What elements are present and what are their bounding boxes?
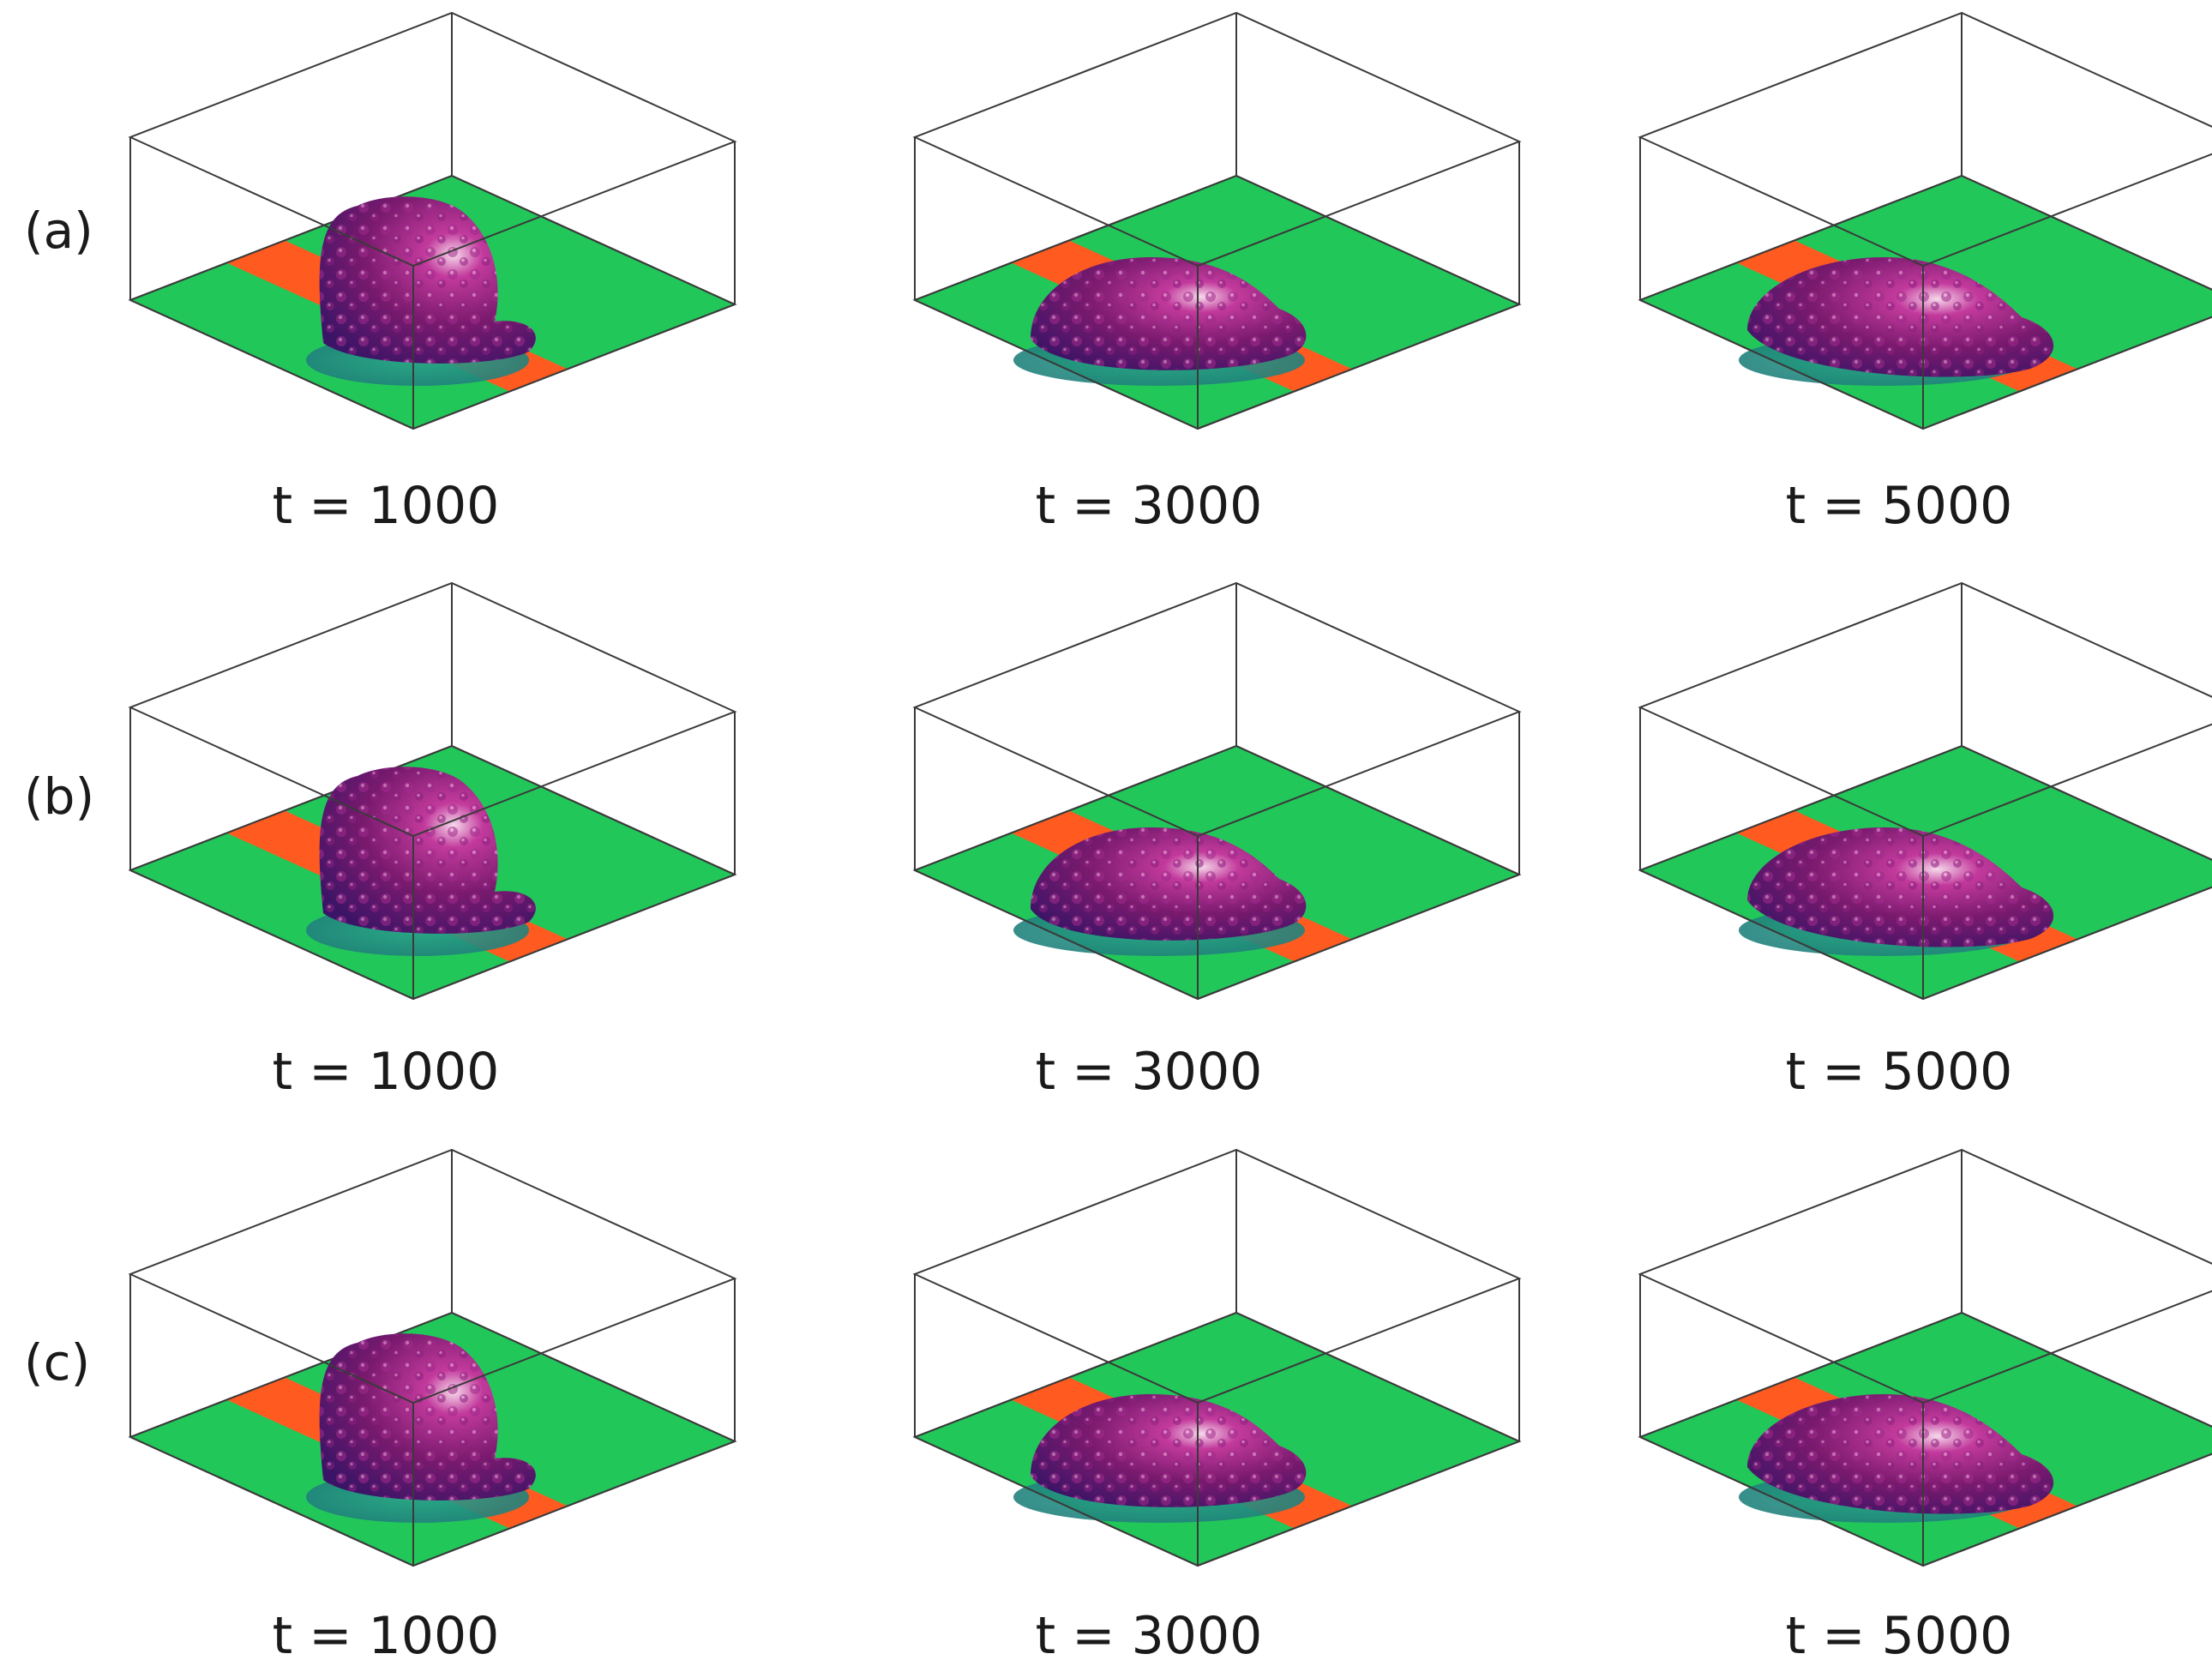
row-label-b: (b) [24, 767, 95, 826]
box-top [1638, 11, 2212, 268]
droplet-particles [1031, 827, 1307, 941]
box-top [1638, 1148, 2212, 1404]
time-caption: t = 3000 [1035, 476, 1263, 536]
row-label-a: (a) [24, 201, 93, 260]
time-caption: t = 5000 [1785, 476, 2013, 536]
box-top [912, 1148, 1522, 1404]
droplet-particles [1747, 827, 2054, 947]
panel-b-1 [128, 581, 737, 1001]
panel-b-2 [912, 581, 1522, 1001]
panel-c-2 [912, 1148, 1522, 1567]
panel-a-1 [128, 11, 737, 430]
droplet-particles [319, 1333, 536, 1501]
time-caption: t = 1000 [272, 1606, 500, 1666]
droplet-particles [1031, 257, 1307, 370]
box-top [128, 11, 737, 268]
time-caption: t = 5000 [1785, 1042, 2013, 1102]
time-caption: t = 3000 [1035, 1606, 1263, 1666]
droplet-particles [319, 767, 536, 934]
panel-c-1 [128, 1148, 737, 1567]
time-caption: t = 1000 [272, 1042, 500, 1102]
panel-a-2 [912, 11, 1522, 430]
droplet-particles [1031, 1394, 1307, 1507]
droplet-particles [319, 196, 536, 364]
panel-a-3 [1638, 11, 2212, 430]
time-caption: t = 3000 [1035, 1042, 1263, 1102]
box-top [912, 581, 1522, 838]
panel-b-3 [1638, 581, 2212, 1001]
time-caption: t = 5000 [1785, 1606, 2013, 1666]
droplet-particles [1747, 1394, 2054, 1514]
droplet-particles [1747, 257, 2054, 377]
time-caption: t = 1000 [272, 476, 500, 536]
panel-c-3 [1638, 1148, 2212, 1567]
row-label-c: (c) [24, 1333, 91, 1392]
box-top [128, 581, 737, 838]
box-top [128, 1148, 737, 1404]
box-top [1638, 581, 2212, 838]
box-top [912, 11, 1522, 268]
